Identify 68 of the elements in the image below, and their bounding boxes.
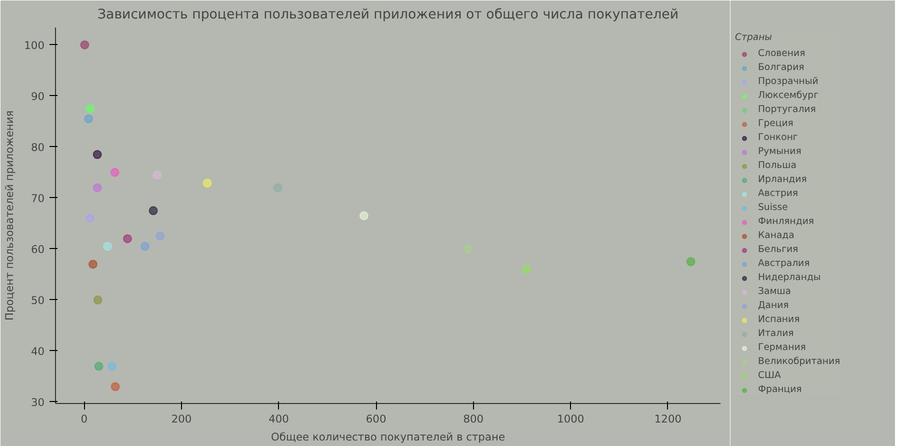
y-tick-label: 60 — [30, 242, 45, 256]
legend-label: Люксембург — [758, 90, 819, 101]
point — [152, 170, 162, 180]
x-tick-label: 800 — [463, 412, 484, 426]
legend-title: Страны — [735, 32, 774, 43]
legend-label: Польша — [758, 160, 796, 171]
y-tick-label: 90 — [30, 90, 45, 103]
point — [359, 211, 368, 220]
point — [156, 232, 165, 241]
legend-label: Финляндия — [758, 216, 814, 227]
legend-label: Замша — [758, 286, 791, 297]
legend-label: Греция — [758, 118, 794, 129]
point — [86, 104, 95, 114]
y-tick-label: 70 — [30, 192, 45, 205]
legend-label: Словения — [758, 48, 806, 59]
legend-label: Германия — [758, 342, 806, 353]
point — [522, 264, 531, 274]
y-tick-label: 100 — [24, 38, 45, 52]
x-tick-label: 0 — [80, 412, 88, 426]
point — [103, 242, 112, 251]
y-tick-label: 80 — [30, 140, 45, 154]
legend-label: Болгария — [758, 62, 804, 73]
point — [94, 362, 104, 371]
point — [80, 40, 90, 50]
point — [140, 242, 150, 251]
legend-label: Великобритания — [758, 356, 840, 367]
chart-title: Зависимость процента пользователей приложения от общего числа покупателей — [97, 8, 679, 22]
point — [273, 183, 282, 192]
y-tick-label: 30 — [30, 396, 45, 409]
point — [148, 206, 158, 216]
legend-label: США — [758, 370, 781, 381]
legend-label: Гонконг — [758, 132, 798, 143]
point — [110, 168, 120, 177]
point — [122, 234, 132, 244]
legend-label: Нидерланды — [758, 272, 821, 283]
point — [93, 295, 102, 304]
legend-label: Прозрачный — [758, 76, 818, 87]
legend-label: Португалия — [758, 104, 816, 115]
x-tick-label: 200 — [171, 412, 192, 426]
point — [107, 362, 116, 371]
y-axis-title: Процент пользователей приложения — [3, 110, 16, 321]
point — [86, 214, 95, 223]
point — [464, 244, 473, 254]
x-axis-title: Общее количество покупателей в стране — [270, 430, 506, 444]
point — [686, 257, 696, 266]
legend-label: Австрия — [758, 188, 798, 199]
legend-label: Suisse — [758, 202, 788, 213]
legend-label: Румыния — [758, 146, 802, 157]
point — [88, 260, 98, 269]
legend-label: Дания — [758, 300, 789, 311]
legend-label: Канада — [758, 230, 794, 241]
x-tick-label: 1200 — [654, 412, 682, 426]
x-tick-label: 400 — [268, 412, 290, 426]
point — [110, 382, 120, 392]
y-tick-label: 50 — [30, 294, 45, 307]
legend-label: Австралия — [758, 258, 810, 269]
x-tick-label: 600 — [366, 412, 386, 426]
point — [92, 183, 102, 192]
legend-label: Бельгия — [758, 244, 798, 255]
x-tick-label: 1000 — [557, 412, 584, 426]
legend-label: Италия — [758, 328, 794, 339]
legend-label: Испания — [758, 314, 800, 325]
legend-label: Франция — [758, 384, 802, 395]
y-tick-label: 40 — [30, 344, 45, 358]
point — [92, 150, 102, 160]
point — [202, 178, 212, 188]
point — [84, 114, 94, 124]
legend-label: Ирландия — [758, 174, 807, 185]
